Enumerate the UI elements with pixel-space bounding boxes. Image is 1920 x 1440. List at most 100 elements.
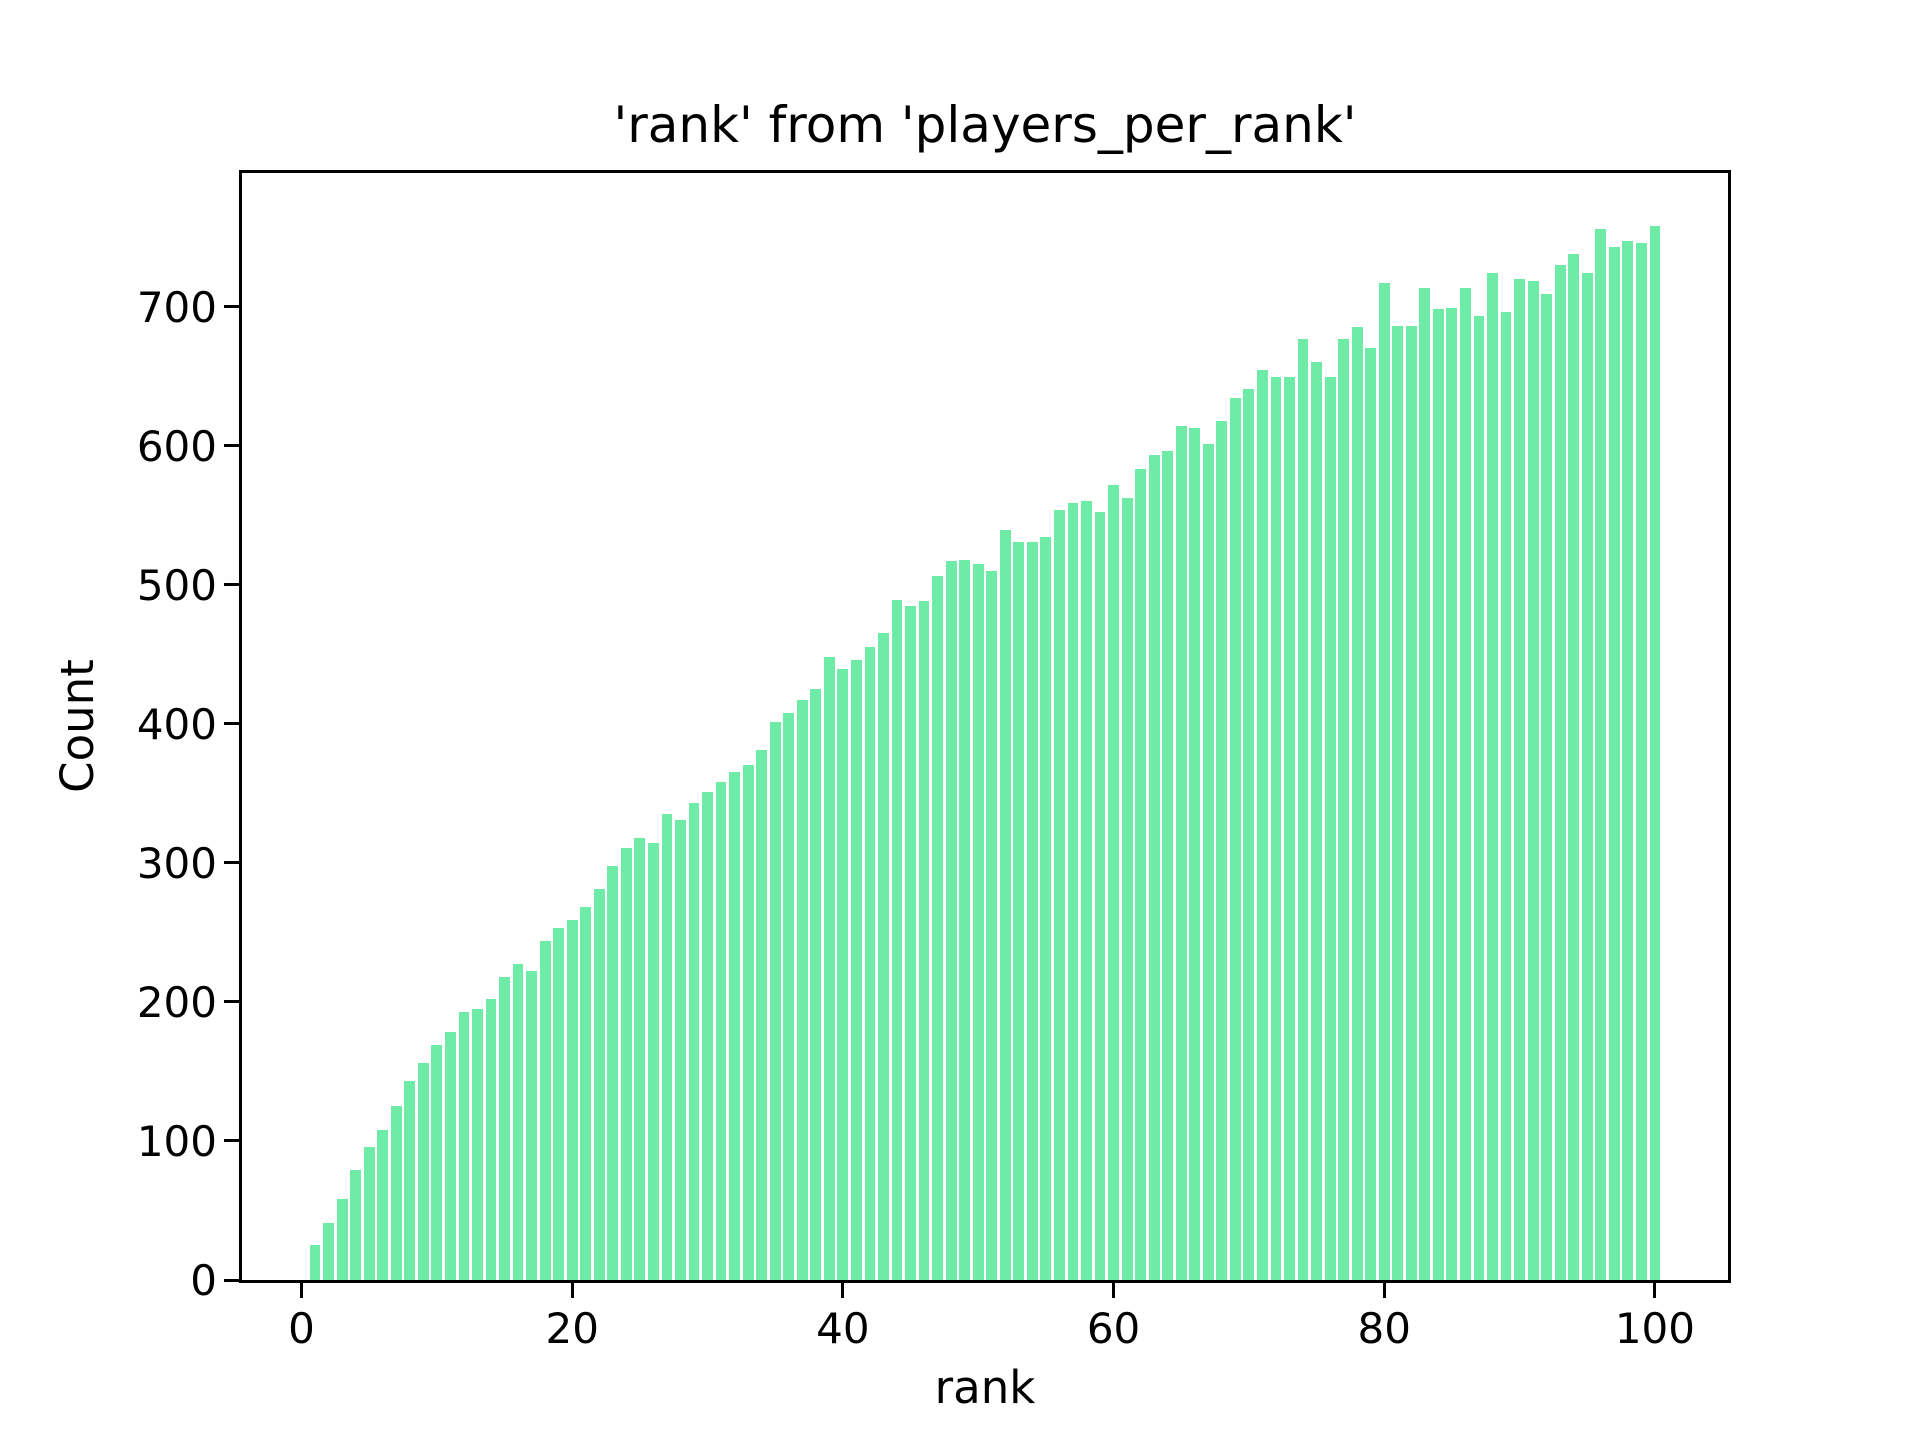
bar-rank-77 [1338,338,1350,1280]
bar-rank-14 [485,999,497,1280]
bar-rank-86 [1460,288,1471,1280]
y-tick-mark-100 [224,1139,239,1143]
bar-rank-24 [620,847,632,1280]
bar-rank-60 [1108,484,1119,1280]
bar-rank-85 [1446,307,1458,1280]
bar-rank-10 [431,1044,443,1280]
bar-rank-9 [417,1063,429,1280]
y-tick-mark-0 [224,1278,239,1282]
bar-rank-81 [1392,325,1404,1280]
bar-rank-65 [1175,426,1187,1280]
bar-rank-83 [1419,288,1431,1280]
bar-rank-6 [377,1129,389,1280]
x-tick-label-0: 0 [288,1304,315,1353]
bar-rank-46 [918,601,930,1280]
x-axis-label: rank [934,1361,1036,1414]
bar-rank-91 [1527,281,1539,1280]
bar-rank-41 [851,659,862,1280]
bar-rank-43 [878,633,889,1280]
bar-rank-5 [363,1146,375,1280]
y-tick-mark-500 [224,583,239,587]
bar-rank-79 [1365,348,1377,1280]
x-tick-mark-100 [1653,1283,1657,1298]
y-tick-label-500: 500 [136,560,217,610]
bar-rank-66 [1189,427,1201,1280]
bar-rank-70 [1243,388,1255,1280]
y-tick-label-300: 300 [136,838,217,888]
x-tick-mark-20 [570,1283,574,1298]
bar-rank-74 [1297,338,1309,1280]
y-tick-label-600: 600 [136,421,217,471]
y-tick-mark-200 [224,1000,239,1004]
bar-rank-73 [1284,377,1295,1280]
bar-rank-82 [1405,325,1417,1280]
bar-rank-55 [1040,537,1052,1280]
bar-rank-2 [323,1222,334,1280]
y-tick-mark-300 [224,861,239,865]
y-tick-mark-400 [224,722,239,726]
chart-title: 'rank' from 'players_per_rank' [613,96,1357,154]
bar-rank-84 [1432,309,1444,1280]
y-tick-mark-700 [224,305,239,308]
bar-rank-67 [1202,444,1214,1280]
bar-rank-58 [1081,501,1092,1280]
bar-rank-38 [810,688,822,1280]
bar-rank-48 [945,561,957,1280]
bar-rank-80 [1378,282,1390,1280]
x-tick-label-80: 80 [1357,1304,1411,1353]
y-tick-label-200: 200 [136,977,217,1027]
bar-rank-18 [539,940,551,1280]
bar-rank-97 [1608,246,1620,1280]
bar-rank-93 [1554,264,1566,1280]
bar-rank-47 [932,576,944,1280]
bar-rank-7 [390,1106,402,1280]
bar-rank-61 [1121,498,1133,1280]
bar-rank-17 [526,971,538,1280]
x-tick-label-100: 100 [1614,1304,1695,1353]
bar-rank-34 [756,750,768,1280]
bar-rank-88 [1487,273,1498,1280]
bar-rank-72 [1270,377,1282,1280]
bar-rank-98 [1622,241,1634,1280]
bar-rank-87 [1473,316,1485,1280]
bar-rank-94 [1568,253,1580,1280]
bar-rank-20 [566,919,578,1280]
bar-rank-4 [350,1170,362,1280]
bar-rank-44 [891,599,903,1280]
bar-rank-51 [986,570,998,1280]
bar-rank-32 [729,772,741,1280]
bar-rank-36 [783,712,795,1280]
bar-rank-63 [1148,455,1160,1280]
x-tick-label-60: 60 [1086,1304,1141,1353]
bar-rank-76 [1324,377,1336,1280]
bar-rank-33 [742,765,754,1280]
plot-area [239,170,1731,1283]
bar-rank-92 [1541,294,1553,1280]
bar-rank-53 [1013,541,1025,1280]
bar-rank-54 [1026,541,1038,1280]
bar-rank-19 [553,928,565,1280]
bar-rank-71 [1257,370,1268,1280]
bar-rank-45 [905,605,916,1280]
bar-rank-31 [715,782,727,1280]
bar-rank-27 [661,814,673,1280]
bar-rank-26 [648,843,659,1280]
bar-rank-12 [458,1011,470,1280]
y-axis-label: Count [51,659,104,793]
bar-rank-23 [607,865,619,1280]
y-tick-mark-600 [224,444,239,448]
y-tick-label-100: 100 [136,1116,217,1166]
bar-rank-95 [1581,273,1593,1280]
y-tick-label-700: 700 [136,282,217,332]
bar-rank-15 [499,976,510,1280]
y-tick-label-0: 0 [190,1256,217,1305]
bar-rank-11 [445,1032,456,1280]
bar-rank-52 [999,530,1011,1280]
bar-rank-64 [1162,451,1174,1280]
x-tick-mark-80 [1382,1283,1386,1298]
bar-rank-68 [1216,420,1228,1280]
bar-rank-100 [1649,225,1661,1280]
bar-rank-28 [675,819,686,1280]
bar-rank-39 [823,656,835,1280]
